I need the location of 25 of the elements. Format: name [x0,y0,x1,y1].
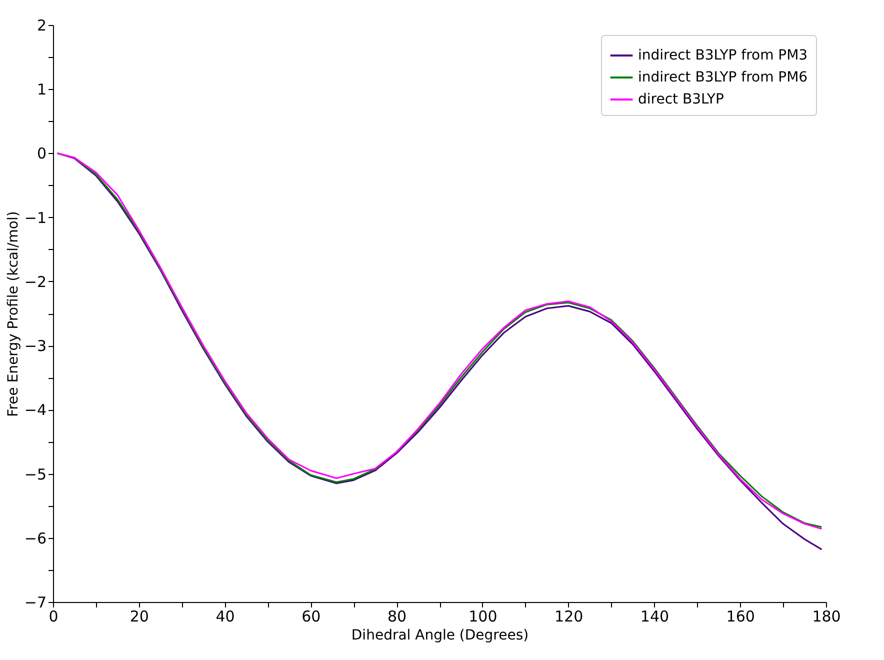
x-tick-label: 180 [812,608,841,626]
x-tick-label: 140 [640,608,670,626]
x-tick-label: 120 [554,608,584,626]
y-tick-label: 0 [36,144,46,163]
legend-label: indirect B3LYP from PM3 [638,48,808,64]
y-tick-label: −1 [24,208,46,227]
x-tick-label: 40 [216,608,235,626]
y-tick-label: −7 [24,594,46,612]
y-tick-label: 1 [36,80,46,99]
x-tick-label: 20 [130,608,149,626]
y-tick-label: 2 [36,16,46,34]
y-tick-label: −3 [24,337,46,356]
legend-label: direct B3LYP [638,92,724,108]
y-tick-label: −2 [24,272,46,291]
y-tick-label: −6 [24,529,46,548]
x-axis-title: Dihedral Angle (Degrees) [351,628,529,644]
x-tick-label: 100 [468,608,498,626]
x-tick-label: 80 [388,608,407,626]
legend-label: indirect B3LYP from PM6 [638,70,808,86]
x-tick-label: 0 [48,608,58,626]
x-tick-label: 60 [302,608,321,626]
y-axis-title: Free Energy Profile (kcal/mol) [5,211,22,417]
y-tick-label: −4 [24,401,46,420]
y-tick-label: −5 [24,465,46,484]
x-tick-label: 160 [726,608,755,626]
